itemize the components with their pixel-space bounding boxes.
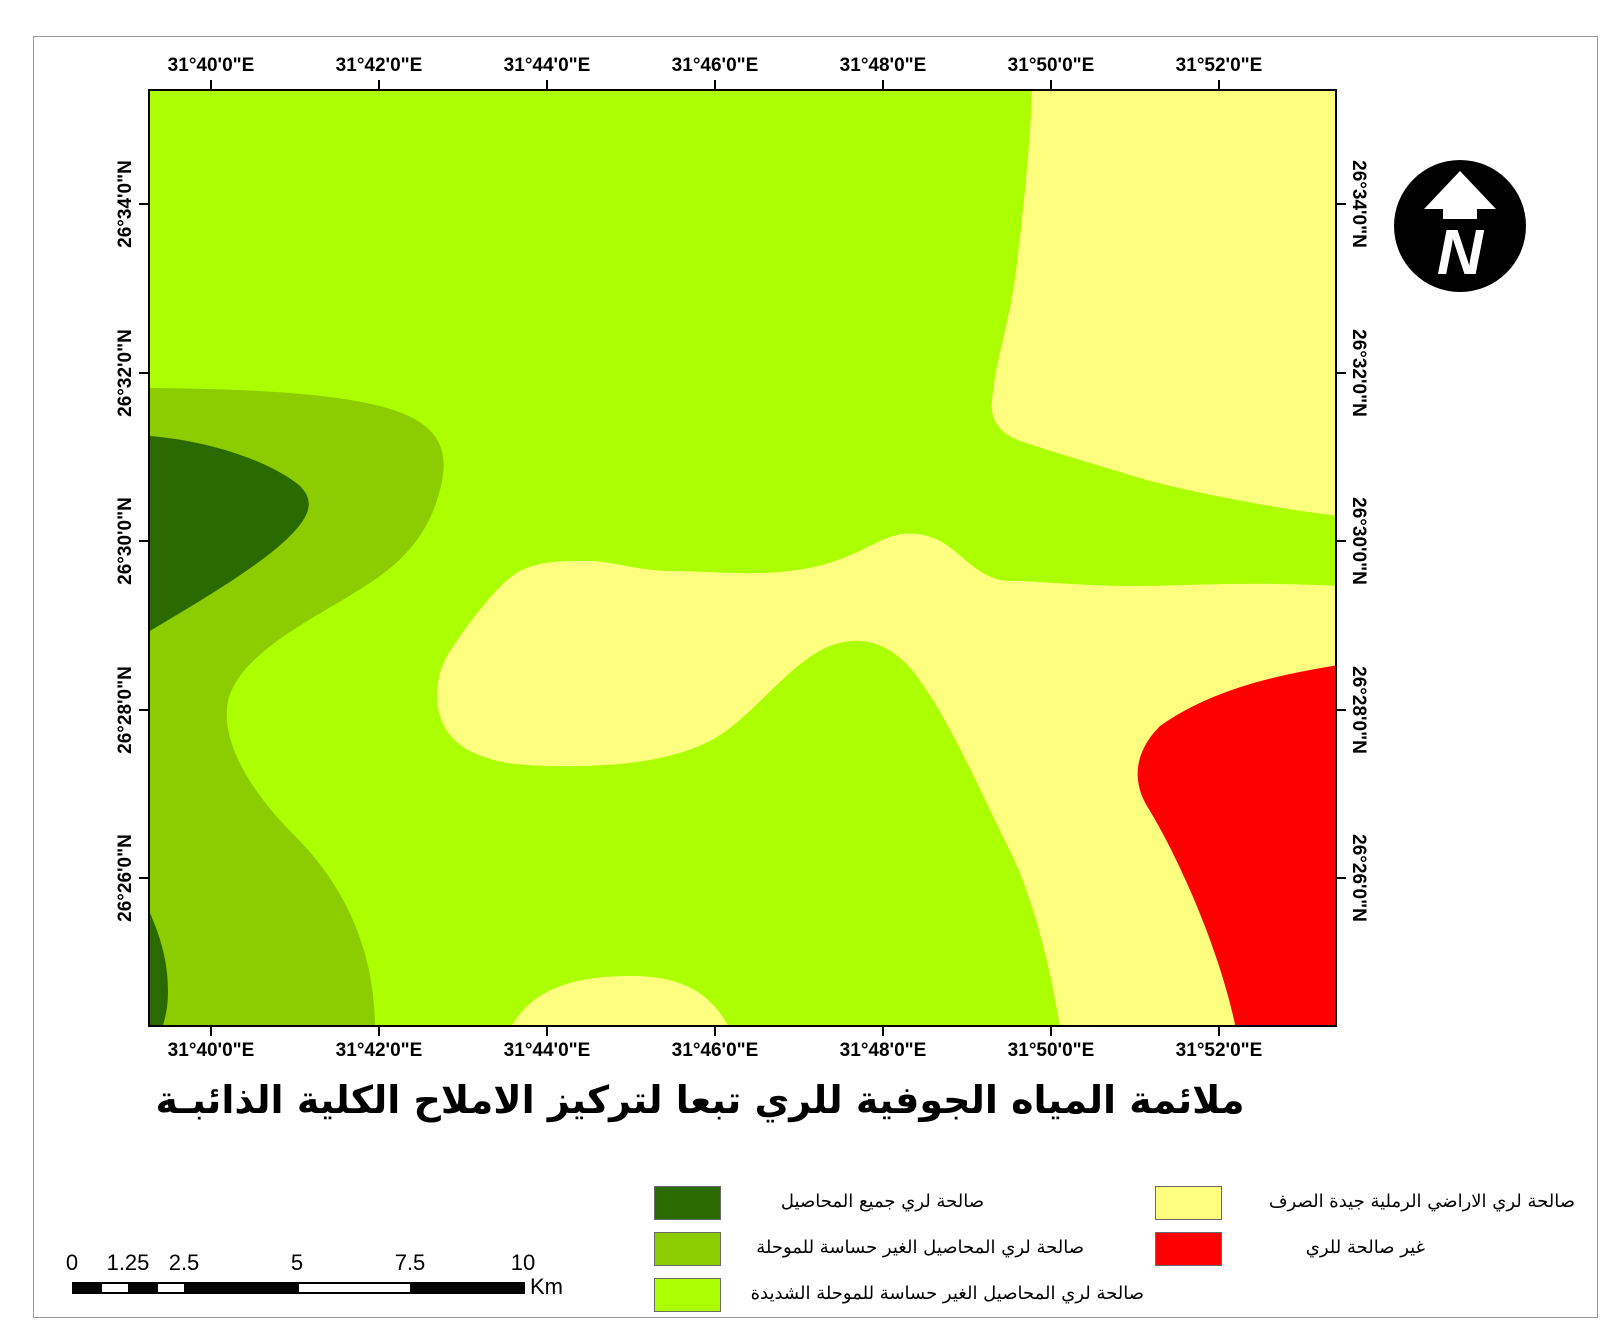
legend-item: غير صالحة للري bbox=[1155, 1232, 1425, 1268]
lat-label-right: 26°32'0"N bbox=[1348, 329, 1369, 417]
lon-label-bottom: 31°42'0"E bbox=[335, 1040, 423, 1061]
lon-label-top: 31°42'0"E bbox=[335, 55, 423, 76]
lat-label-left: 26°28'0"N bbox=[115, 666, 136, 754]
zone-dark-green-south-west bbox=[150, 913, 168, 1025]
legend-label: غير صالحة للري bbox=[1305, 1237, 1425, 1258]
lat-label-right: 26°28'0"N bbox=[1348, 666, 1369, 754]
lon-label-bottom: 31°40'0"E bbox=[167, 1040, 255, 1061]
lon-label-top: 31°44'0"E bbox=[503, 55, 591, 76]
legend-item: صالحة لري جميع المحاصيل bbox=[654, 1186, 984, 1222]
lon-label-top: 31°40'0"E bbox=[167, 55, 255, 76]
lat-label-right: 26°26'0"N bbox=[1348, 834, 1369, 922]
zone-yellow-south bbox=[512, 976, 728, 1025]
lat-label-left: 26°26'0"N bbox=[115, 834, 136, 922]
zone-yellow-north-east bbox=[991, 91, 1335, 516]
lon-label-bottom: 31°52'0"E bbox=[1175, 1040, 1263, 1061]
map-frame bbox=[33, 36, 1598, 1318]
legend-label: صالحة لري جميع المحاصيل bbox=[780, 1191, 984, 1212]
legend-label: صالحة لري الاراضي الرملية جيدة الصرف bbox=[1268, 1191, 1575, 1212]
lon-label-top: 31°50'0"E bbox=[1007, 55, 1095, 76]
lon-label-bottom: 31°46'0"E bbox=[671, 1040, 759, 1061]
lat-label-left: 26°32'0"N bbox=[115, 329, 136, 417]
lon-label-bottom: 31°50'0"E bbox=[1007, 1040, 1095, 1061]
legend-label: صالحة لري المحاصيل الغير حساسة للموحلة bbox=[756, 1237, 1084, 1258]
scale-label: 10 bbox=[510, 1250, 536, 1275]
lat-label-left: 26°30'0"N bbox=[115, 497, 136, 585]
zone-yellow-central-band bbox=[436, 533, 1335, 1025]
lat-label-left: 26°34'0"N bbox=[115, 160, 136, 248]
scale-unit: Km bbox=[530, 1274, 563, 1299]
lon-label-bottom: 31°48'0"E bbox=[839, 1040, 927, 1061]
lon-label-top: 31°46'0"E bbox=[671, 55, 759, 76]
lon-label-top: 31°48'0"E bbox=[839, 55, 927, 76]
legend-swatch-bright-green bbox=[654, 1278, 721, 1312]
scale-bar: 0 1.25 2.5 5 7.5 10 Km bbox=[66, 1250, 570, 1310]
legend-label: صالحة لري المحاصيل الغير حساسة للموحلة ا… bbox=[750, 1283, 1144, 1304]
legend-swatch-medium-green bbox=[654, 1232, 721, 1266]
scale-label: 5 bbox=[290, 1250, 304, 1275]
scale-label: 0 bbox=[65, 1250, 79, 1275]
north-letter: N bbox=[1437, 216, 1485, 288]
lat-label-right: 26°34'0"N bbox=[1348, 160, 1369, 248]
legend-swatch-red bbox=[1155, 1232, 1222, 1266]
legend-item: صالحة لري المحاصيل الغير حساسة للموحلة ا… bbox=[654, 1278, 1144, 1314]
legend-swatch-yellow bbox=[1155, 1186, 1222, 1220]
legend-item: صالحة لري الاراضي الرملية جيدة الصرف bbox=[1155, 1186, 1575, 1222]
map-canvas bbox=[150, 91, 1335, 1025]
legend-swatch-dark-green bbox=[654, 1186, 721, 1220]
lat-label-right: 26°30'0"N bbox=[1348, 497, 1369, 585]
north-arrow-icon: N bbox=[1393, 159, 1527, 293]
lon-label-bottom: 31°44'0"E bbox=[503, 1040, 591, 1061]
map-title: ملائمة المياه الجوفية للري تبعا لتركيز ا… bbox=[155, 1078, 1245, 1122]
lon-label-top: 31°52'0"E bbox=[1175, 55, 1263, 76]
zone-dark-green-west bbox=[150, 436, 309, 631]
scale-label: 7.5 bbox=[394, 1250, 426, 1275]
scale-label: 1.25 bbox=[106, 1250, 150, 1275]
map-panel bbox=[148, 89, 1337, 1027]
scale-label: 2.5 bbox=[168, 1250, 200, 1275]
zone-red-east bbox=[1137, 665, 1335, 1025]
legend-item: صالحة لري المحاصيل الغير حساسة للموحلة bbox=[654, 1232, 1084, 1268]
